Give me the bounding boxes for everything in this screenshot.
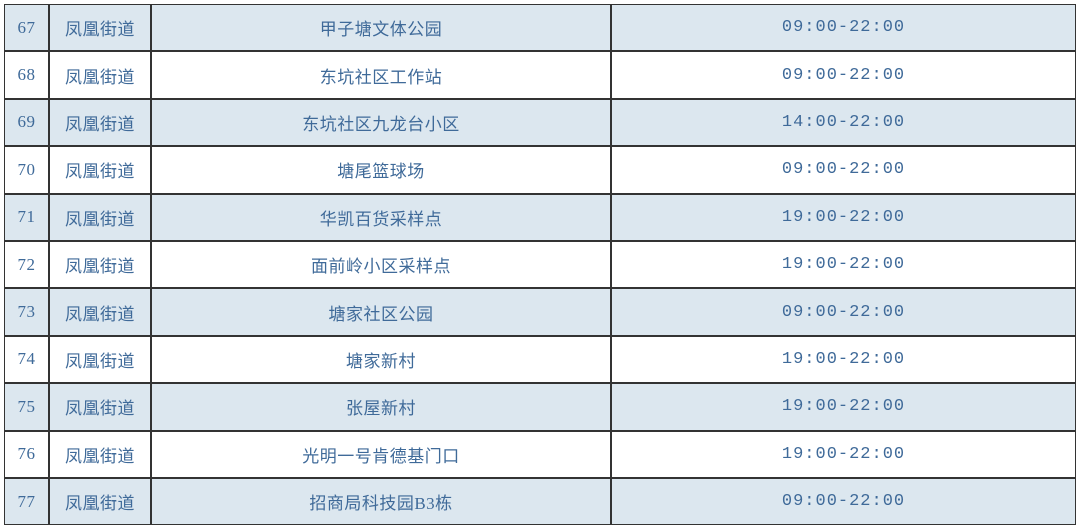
cell-time: 19:00-22:00 [611, 431, 1076, 478]
cell-street: 凤凰街道 [49, 288, 151, 335]
cell-id: 77 [4, 478, 49, 525]
cell-time: 09:00-22:00 [611, 146, 1076, 193]
cell-id: 75 [4, 383, 49, 430]
table-row: 74 凤凰街道 塘家新村 19:00-22:00 [4, 336, 1076, 383]
table-row: 77 凤凰街道 招商局科技园B3栋 09:00-22:00 [4, 478, 1076, 525]
cell-time: 09:00-22:00 [611, 4, 1076, 51]
cell-street: 凤凰街道 [49, 336, 151, 383]
sampling-points-table: 67 凤凰街道 甲子塘文体公园 09:00-22:00 68 凤凰街道 东坑社区… [4, 4, 1076, 525]
table-row: 73 凤凰街道 塘家社区公园 09:00-22:00 [4, 288, 1076, 335]
table-row: 69 凤凰街道 东坑社区九龙台小区 14:00-22:00 [4, 99, 1076, 146]
cell-time: 19:00-22:00 [611, 194, 1076, 241]
cell-street: 凤凰街道 [49, 241, 151, 288]
cell-time: 19:00-22:00 [611, 383, 1076, 430]
cell-location: 塘家社区公园 [151, 288, 611, 335]
table-row: 76 凤凰街道 光明一号肯德基门口 19:00-22:00 [4, 431, 1076, 478]
cell-id: 76 [4, 431, 49, 478]
cell-street: 凤凰街道 [49, 51, 151, 98]
cell-street: 凤凰街道 [49, 99, 151, 146]
cell-street: 凤凰街道 [49, 478, 151, 525]
cell-location: 塘家新村 [151, 336, 611, 383]
cell-time: 14:00-22:00 [611, 99, 1076, 146]
cell-id: 74 [4, 336, 49, 383]
cell-street: 凤凰街道 [49, 194, 151, 241]
cell-time: 19:00-22:00 [611, 336, 1076, 383]
cell-time: 09:00-22:00 [611, 288, 1076, 335]
table-row: 67 凤凰街道 甲子塘文体公园 09:00-22:00 [4, 4, 1076, 51]
cell-location: 甲子塘文体公园 [151, 4, 611, 51]
cell-location: 东坑社区工作站 [151, 51, 611, 98]
cell-id: 67 [4, 4, 49, 51]
cell-time: 19:00-22:00 [611, 241, 1076, 288]
table-row: 68 凤凰街道 东坑社区工作站 09:00-22:00 [4, 51, 1076, 98]
cell-id: 70 [4, 146, 49, 193]
table-row: 71 凤凰街道 华凯百货采样点 19:00-22:00 [4, 194, 1076, 241]
cell-street: 凤凰街道 [49, 383, 151, 430]
table-row: 72 凤凰街道 面前岭小区采样点 19:00-22:00 [4, 241, 1076, 288]
cell-id: 71 [4, 194, 49, 241]
cell-location: 东坑社区九龙台小区 [151, 99, 611, 146]
cell-street: 凤凰街道 [49, 431, 151, 478]
cell-location: 华凯百货采样点 [151, 194, 611, 241]
cell-location: 面前岭小区采样点 [151, 241, 611, 288]
cell-time: 09:00-22:00 [611, 478, 1076, 525]
table-row: 70 凤凰街道 塘尾篮球场 09:00-22:00 [4, 146, 1076, 193]
cell-time: 09:00-22:00 [611, 51, 1076, 98]
cell-location: 塘尾篮球场 [151, 146, 611, 193]
table-row: 75 凤凰街道 张屋新村 19:00-22:00 [4, 383, 1076, 430]
cell-id: 69 [4, 99, 49, 146]
cell-location: 光明一号肯德基门口 [151, 431, 611, 478]
cell-id: 72 [4, 241, 49, 288]
cell-street: 凤凰街道 [49, 4, 151, 51]
cell-street: 凤凰街道 [49, 146, 151, 193]
cell-id: 68 [4, 51, 49, 98]
cell-location: 张屋新村 [151, 383, 611, 430]
cell-location: 招商局科技园B3栋 [151, 478, 611, 525]
cell-id: 73 [4, 288, 49, 335]
